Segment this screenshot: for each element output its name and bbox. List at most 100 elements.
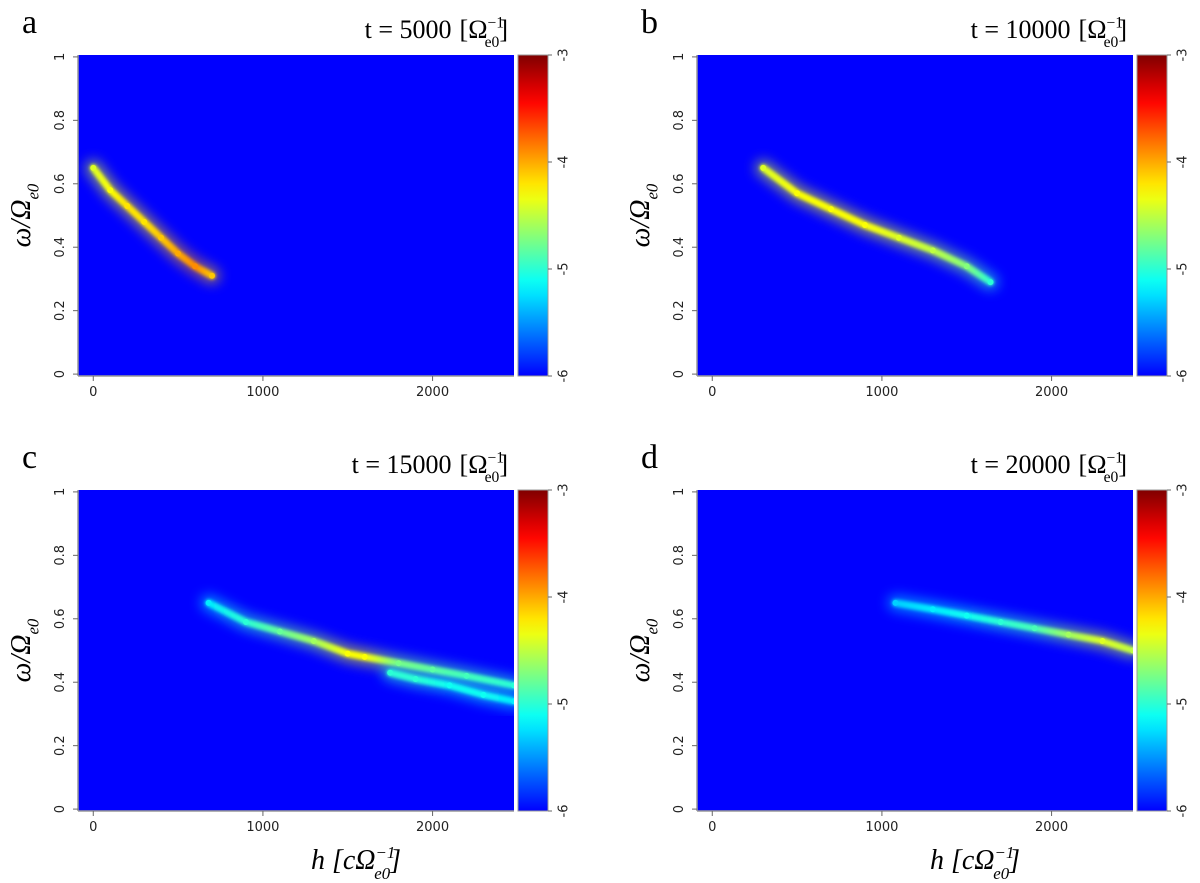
ridge-point	[242, 618, 249, 625]
y-tick-label: 0.2	[672, 735, 687, 756]
plot-area	[887, 594, 1133, 659]
ridge-point	[929, 247, 936, 254]
label-close: ]	[1008, 845, 1020, 876]
y-axis-label: ω/Ωe0	[625, 618, 661, 682]
x-tick-label: 2000	[1035, 385, 1068, 400]
y-tick-label: 0	[672, 370, 687, 378]
y-tick-label: 0.8	[672, 545, 687, 566]
ridge	[89, 164, 216, 280]
label-sup: −1	[1107, 450, 1124, 467]
label-sub: e0	[642, 183, 661, 199]
y-tick-label: 1	[53, 488, 68, 496]
y-tick-label: 0.2	[672, 300, 687, 321]
y-tick-label: 0.8	[53, 110, 68, 131]
label-sub: e0	[1104, 469, 1119, 486]
ridge-point	[107, 187, 114, 194]
colorbar-tick-label: -4	[557, 591, 572, 604]
panel: 0 1000 2000 0 0.2 0.4 0.6 0.8 1 -6 -5 -4 -3 a t = 5000…	[6, 4, 572, 400]
colorbar-tick-label: -3	[557, 484, 572, 497]
x-tick-label: 0	[708, 385, 716, 400]
ridge-point	[141, 218, 148, 225]
y-tick-label: 0.2	[53, 735, 68, 756]
x-tick-label: 1000	[246, 385, 279, 400]
y-tick-label: 0.6	[53, 173, 68, 194]
y-tick-label: 0.4	[672, 672, 687, 693]
plot-background	[697, 490, 1133, 811]
plot-background	[78, 55, 514, 376]
ridge	[205, 599, 514, 689]
label-sub: e0	[374, 864, 390, 883]
x-tick-label: 1000	[865, 385, 898, 400]
y-tick-label: 0.4	[53, 672, 68, 693]
ridge-point	[310, 637, 317, 644]
title-main: t = 15000	[352, 450, 452, 479]
panel-label: a	[22, 4, 37, 41]
plot-area	[755, 159, 999, 291]
ridge-point	[861, 222, 868, 229]
title-unit: [Ω−1 e0]	[460, 450, 508, 487]
ridge-point	[760, 164, 767, 171]
panel-label: d	[641, 439, 658, 476]
plot-background	[697, 55, 1133, 376]
label-sup: −1	[376, 843, 396, 862]
x-tick-label: 2000	[416, 820, 449, 835]
label-main: ω/Ω	[6, 200, 37, 248]
panel-title: t = 5000 [Ω−1 e0]	[365, 15, 508, 52]
y-tick-label: 0.4	[53, 237, 68, 258]
label-close: ]	[1118, 15, 1127, 44]
plot-area	[200, 594, 514, 710]
ridge-point	[205, 599, 212, 606]
ridge	[891, 599, 1133, 654]
ridge-point	[361, 653, 368, 660]
ridge-point	[963, 263, 970, 270]
ridge-point	[429, 666, 436, 673]
ridge-point	[209, 272, 216, 279]
colorbar-tick-label: -6	[557, 370, 572, 383]
colorbar-tick-label: -6	[1176, 370, 1191, 383]
label-sub: e0	[23, 183, 42, 199]
label-sub: e0	[642, 618, 661, 634]
y-axis-label: ω/Ωe0	[6, 183, 42, 247]
title-main: t = 20000	[971, 450, 1071, 479]
ridge-point	[1099, 637, 1106, 644]
y-tick-label: 0	[672, 805, 687, 813]
ridge-point	[158, 234, 165, 241]
ridge-point	[997, 618, 1004, 625]
label-sub: e0	[993, 864, 1009, 883]
ridge-point	[511, 698, 514, 705]
colorbar-tick-label: -6	[1176, 805, 1191, 818]
label-open: h [cΩ	[930, 845, 995, 876]
label-open: [Ω	[460, 15, 488, 44]
y-tick-label: 0.6	[53, 608, 68, 629]
panel: 0 1000 2000 0 0.2 0.4 0.6 0.8 1 -6 -5 -4 -3 b t = 1000…	[625, 4, 1191, 400]
title-unit: [Ω−1 e0]	[1079, 15, 1127, 52]
y-tick-label: 0	[53, 370, 68, 378]
x-tick-label: 0	[708, 820, 716, 835]
ridge-point	[963, 612, 970, 619]
colorbar-tick-label: -5	[557, 263, 572, 276]
y-axis-label: ω/Ωe0	[625, 183, 661, 247]
ridge-point	[987, 279, 994, 286]
y-tick-label: 1	[672, 488, 687, 496]
label-sub: e0	[23, 618, 42, 634]
y-tick-label: 0.2	[53, 300, 68, 321]
label-sup: −1	[488, 15, 505, 32]
label-main: ω/Ω	[625, 635, 656, 683]
ridge-point	[446, 682, 453, 689]
colorbar	[517, 54, 549, 377]
label-sub: e0	[485, 34, 500, 51]
colorbar-tick-label: -6	[557, 805, 572, 818]
label-sup: −1	[995, 843, 1015, 862]
ridge-point	[90, 164, 97, 171]
label-sub: e0	[1104, 34, 1119, 51]
y-tick-label: 0.8	[53, 545, 68, 566]
panel-label: c	[22, 439, 37, 476]
y-tick-label: 0.6	[672, 173, 687, 194]
ridge-point	[276, 628, 283, 635]
panel-title: t = 15000 [Ω−1 e0]	[352, 450, 508, 487]
title-unit: [Ω−1 e0]	[460, 15, 508, 52]
colorbar-tick-label: -3	[1176, 484, 1191, 497]
ridge-point	[892, 599, 899, 606]
y-axis-label: ω/Ωe0	[6, 618, 42, 682]
